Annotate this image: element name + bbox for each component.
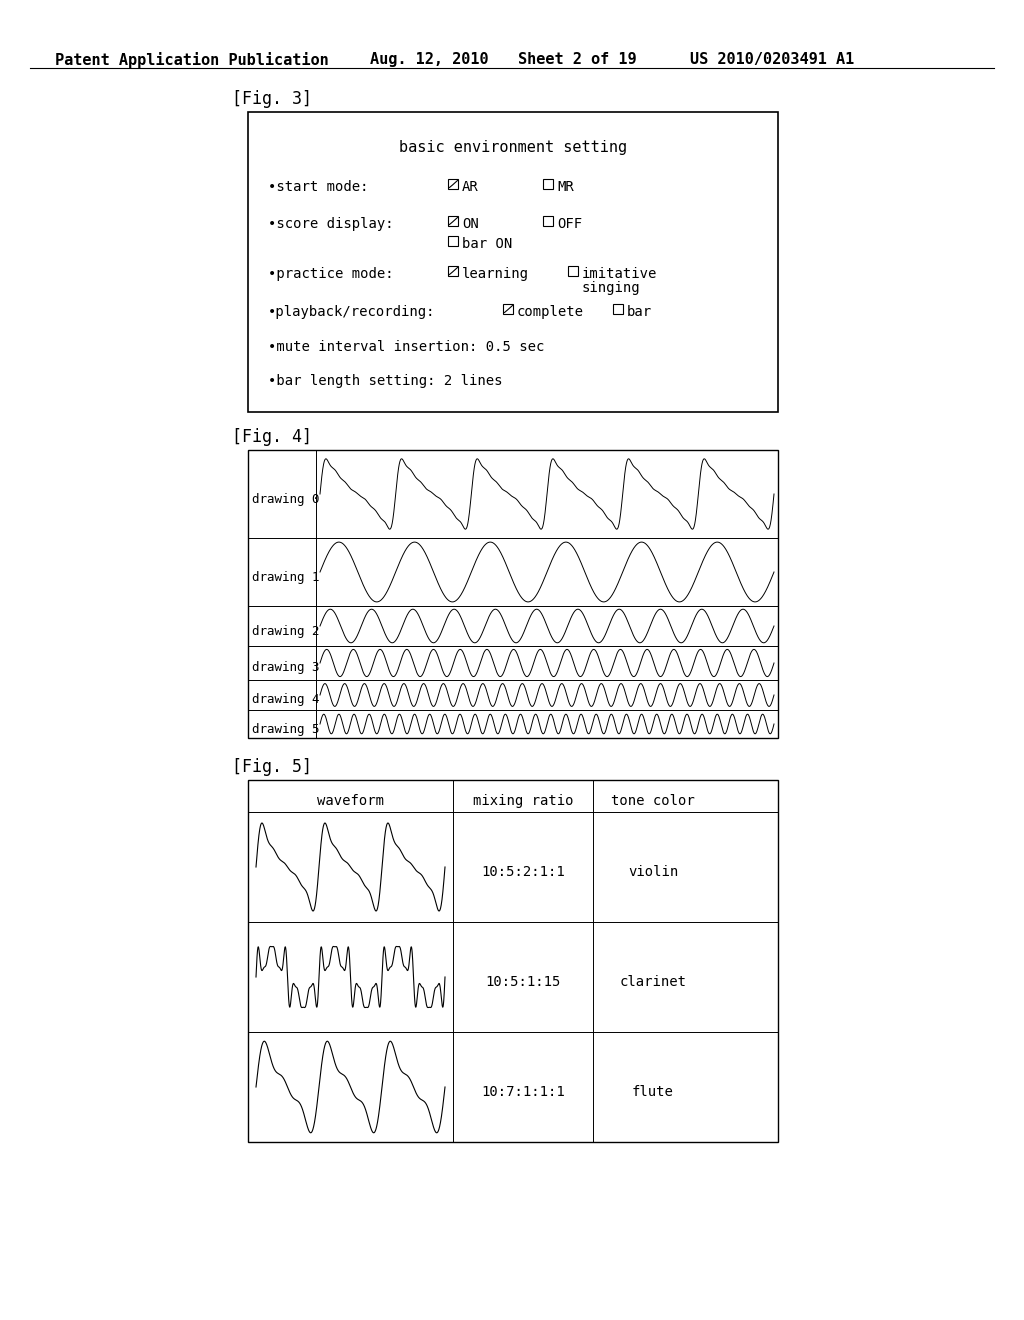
Text: bar: bar	[627, 305, 652, 319]
Text: complete: complete	[517, 305, 584, 319]
Bar	[543, 216, 553, 226]
Text: AR: AR	[462, 180, 479, 194]
Text: •start mode:: •start mode:	[268, 180, 369, 194]
Text: •mute interval insertion: 0.5 sec: •mute interval insertion: 0.5 sec	[268, 341, 545, 354]
Text: •practice mode:: •practice mode:	[268, 267, 393, 281]
Text: [Fig. 3]: [Fig. 3]	[232, 90, 312, 108]
Bar	[449, 267, 458, 276]
Text: imitative: imitative	[582, 267, 657, 281]
Text: drawing 3: drawing 3	[252, 661, 319, 675]
Text: waveform: waveform	[317, 795, 384, 808]
Text: mixing ratio: mixing ratio	[473, 795, 573, 808]
Text: 10:7:1:1:1: 10:7:1:1:1	[481, 1085, 565, 1100]
Text: •score display:: •score display:	[268, 216, 393, 231]
Text: drawing 2: drawing 2	[252, 624, 319, 638]
Bar	[248, 112, 778, 412]
Bar	[449, 236, 458, 246]
Text: MR: MR	[557, 180, 573, 194]
Text: Aug. 12, 2010: Aug. 12, 2010	[370, 51, 488, 67]
Text: flute: flute	[632, 1085, 674, 1100]
Text: drawing 5: drawing 5	[252, 722, 319, 735]
Text: violin: violin	[628, 865, 678, 879]
Text: drawing 4: drawing 4	[252, 693, 319, 706]
Text: Sheet 2 of 19: Sheet 2 of 19	[518, 51, 637, 67]
Text: OFF: OFF	[557, 216, 582, 231]
Text: [Fig. 5]: [Fig. 5]	[232, 758, 312, 776]
Bar	[248, 780, 778, 1142]
Text: ON: ON	[462, 216, 479, 231]
Bar	[503, 304, 513, 314]
Text: •playback/recording:: •playback/recording:	[268, 305, 435, 319]
Bar	[248, 450, 778, 738]
Bar	[613, 304, 623, 314]
Text: drawing 0: drawing 0	[252, 492, 319, 506]
Text: bar ON: bar ON	[462, 238, 512, 251]
Bar	[449, 180, 458, 189]
Text: US 2010/0203491 A1: US 2010/0203491 A1	[690, 51, 854, 67]
Text: clarinet: clarinet	[620, 975, 686, 989]
Text: basic environment setting: basic environment setting	[399, 140, 627, 154]
Bar	[543, 180, 553, 189]
Bar	[568, 267, 578, 276]
Text: learning: learning	[462, 267, 529, 281]
Text: 10:5:1:15: 10:5:1:15	[485, 975, 561, 989]
Text: Patent Application Publication: Patent Application Publication	[55, 51, 329, 69]
Text: [Fig. 4]: [Fig. 4]	[232, 428, 312, 446]
Text: •bar length setting: 2 lines: •bar length setting: 2 lines	[268, 374, 503, 388]
Bar	[449, 216, 458, 226]
Text: drawing 1: drawing 1	[252, 570, 319, 583]
Text: tone color: tone color	[611, 795, 695, 808]
Text: 10:5:2:1:1: 10:5:2:1:1	[481, 865, 565, 879]
Text: singing: singing	[582, 281, 641, 294]
